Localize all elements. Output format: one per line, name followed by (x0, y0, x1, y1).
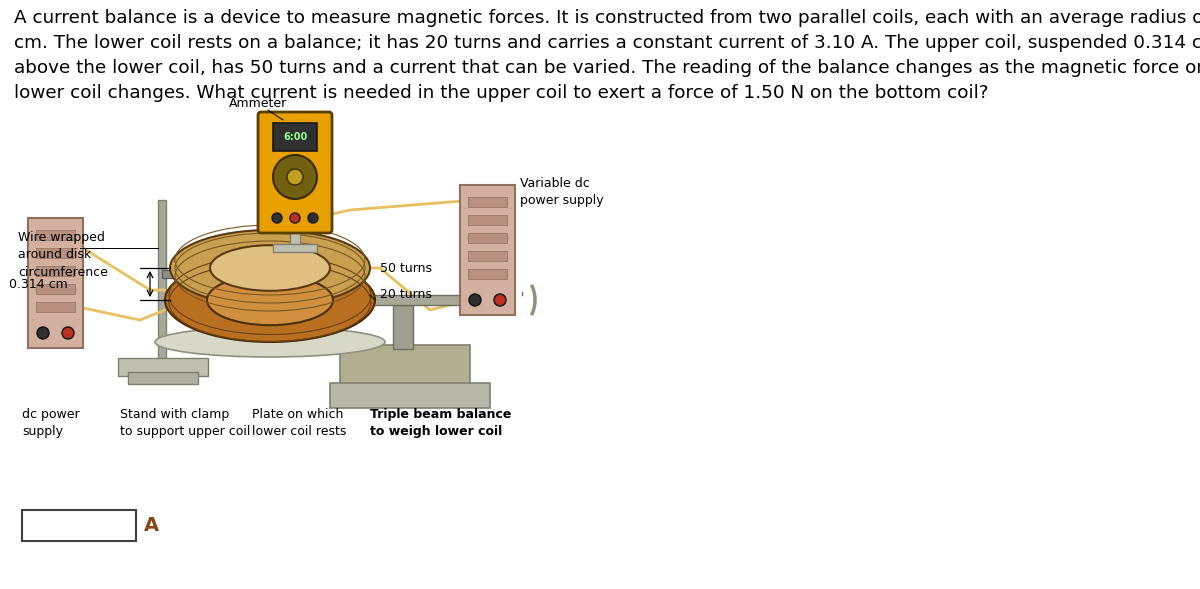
Text: 0.314 cm: 0.314 cm (10, 277, 68, 290)
Text: Ammeter: Ammeter (229, 97, 287, 110)
FancyBboxPatch shape (158, 200, 166, 365)
Circle shape (272, 213, 282, 223)
Circle shape (37, 327, 49, 339)
Circle shape (62, 327, 74, 339)
Ellipse shape (208, 275, 334, 325)
Text: A: A (144, 516, 158, 535)
Ellipse shape (170, 230, 370, 306)
FancyBboxPatch shape (36, 248, 74, 258)
FancyBboxPatch shape (340, 345, 470, 385)
FancyBboxPatch shape (162, 270, 238, 278)
FancyBboxPatch shape (118, 358, 208, 376)
Circle shape (290, 213, 300, 223)
FancyBboxPatch shape (330, 383, 490, 408)
FancyBboxPatch shape (468, 215, 508, 225)
Text: Variable dc
power supply: Variable dc power supply (520, 177, 604, 207)
FancyBboxPatch shape (36, 284, 74, 294)
Text: Plate on which
lower coil rests: Plate on which lower coil rests (252, 408, 347, 438)
Text: Triple beam balance
to weigh lower coil: Triple beam balance to weigh lower coil (370, 408, 511, 438)
FancyBboxPatch shape (290, 230, 300, 248)
FancyBboxPatch shape (468, 233, 508, 243)
Text: 20 turns: 20 turns (380, 289, 432, 302)
Circle shape (287, 169, 302, 185)
FancyBboxPatch shape (22, 510, 136, 541)
FancyBboxPatch shape (128, 372, 198, 384)
FancyBboxPatch shape (468, 269, 508, 279)
Ellipse shape (166, 258, 374, 342)
Ellipse shape (155, 327, 385, 357)
Ellipse shape (210, 245, 330, 291)
Text: Stand with clamp
to support upper coil: Stand with clamp to support upper coil (120, 408, 251, 438)
FancyBboxPatch shape (394, 305, 413, 349)
FancyBboxPatch shape (258, 112, 332, 233)
Text: Wire wrapped
around disk
circumference: Wire wrapped around disk circumference (18, 231, 108, 279)
Text: 6:00: 6:00 (283, 132, 307, 142)
FancyBboxPatch shape (330, 295, 505, 305)
Circle shape (494, 294, 506, 306)
FancyBboxPatch shape (36, 302, 74, 312)
Text: dc power
supply: dc power supply (22, 408, 79, 438)
FancyBboxPatch shape (460, 185, 515, 315)
Circle shape (308, 213, 318, 223)
FancyBboxPatch shape (274, 123, 317, 151)
FancyBboxPatch shape (36, 266, 74, 276)
FancyBboxPatch shape (468, 197, 508, 207)
Circle shape (274, 155, 317, 199)
FancyBboxPatch shape (468, 251, 508, 261)
FancyBboxPatch shape (36, 230, 74, 240)
FancyBboxPatch shape (28, 218, 83, 348)
Text: 50 turns: 50 turns (380, 262, 432, 274)
Text: A current balance is a device to measure magnetic forces. It is constructed from: A current balance is a device to measure… (14, 9, 1200, 102)
FancyBboxPatch shape (274, 244, 317, 252)
FancyBboxPatch shape (230, 270, 242, 290)
Circle shape (469, 294, 481, 306)
